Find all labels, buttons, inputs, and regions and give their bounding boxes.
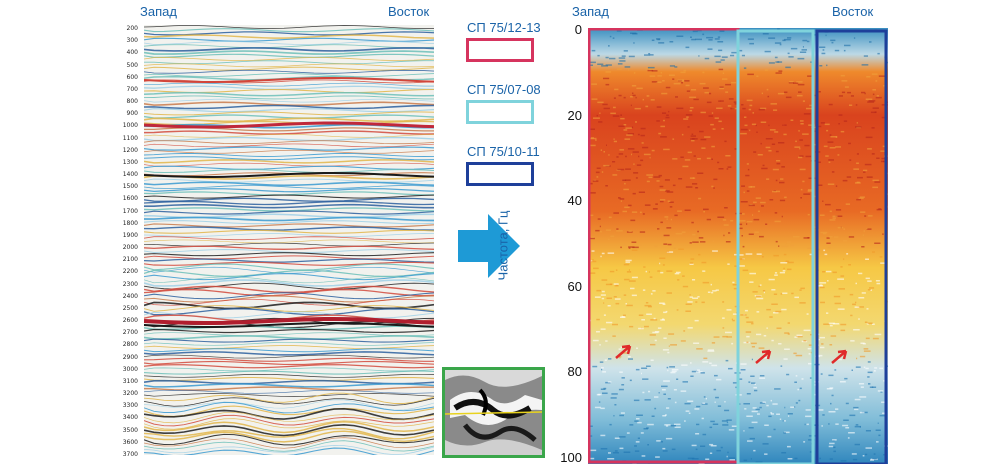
time-tick: 400	[126, 49, 138, 57]
legend-swatch	[466, 100, 534, 124]
right-east-label: Восток	[832, 4, 874, 19]
time-tick: 1900	[122, 231, 138, 239]
time-tick: 300	[126, 37, 138, 45]
legend-label: СП 75/10-11	[467, 144, 540, 159]
frequency-axis-label: Частота, Гц	[495, 210, 511, 281]
spectrogram	[588, 28, 888, 464]
time-tick: 1100	[122, 134, 138, 142]
frequency-tick: 100	[560, 450, 582, 465]
time-tick: 2200	[122, 268, 138, 276]
time-tick: 3600	[122, 438, 138, 446]
time-tick: 3100	[122, 377, 138, 385]
legend-label: СП 75/07-08	[467, 82, 541, 97]
legend-swatch	[466, 38, 534, 62]
time-tick: 2300	[122, 280, 138, 288]
frequency-tick: 80	[567, 364, 582, 380]
time-tick: 1300	[122, 158, 138, 166]
time-tick: 800	[126, 98, 138, 106]
time-tick: 200	[126, 25, 138, 32]
transform-arrow-icon	[458, 214, 520, 278]
time-tick: 700	[126, 85, 138, 93]
time-tick: 1600	[122, 195, 138, 203]
time-tick: 2500	[122, 304, 138, 312]
time-tick: 2600	[122, 317, 138, 325]
time-tick: 3000	[122, 365, 138, 373]
spectrogram-image	[588, 28, 888, 464]
time-tick: 2100	[122, 256, 138, 264]
right-west-label: Запад	[572, 4, 609, 19]
time-tick: 2700	[122, 329, 138, 337]
time-tick: 1800	[122, 219, 138, 227]
frequency-tick: 20	[567, 107, 582, 123]
frequency-tick: 0	[574, 22, 582, 37]
time-tick: 3300	[122, 402, 138, 410]
time-tick: 1200	[122, 146, 138, 154]
time-tick: 1500	[122, 183, 138, 191]
time-axis: 200 300 400 500 600 700 800 900 1000 1100 1200 1300…	[108, 25, 142, 458]
time-tick: 1700	[122, 207, 138, 215]
seismic-image	[144, 25, 434, 455]
time-tick: 3200	[122, 390, 138, 398]
inset-map-image	[445, 370, 542, 455]
time-tick: 2000	[122, 244, 138, 252]
seismic-section	[144, 25, 434, 455]
time-tick: 1000	[122, 122, 138, 130]
time-tick: 2400	[122, 292, 138, 300]
time-tick: 3500	[122, 426, 138, 434]
left-east-label: Восток	[388, 4, 430, 19]
legend-swatch	[466, 162, 534, 186]
time-tick: 2900	[122, 353, 138, 361]
time-tick: 600	[126, 73, 138, 81]
time-tick: 1400	[122, 171, 138, 179]
time-tick: 900	[126, 110, 138, 118]
inset-map	[442, 367, 545, 458]
time-tick: 500	[126, 61, 138, 69]
frequency-tick: 60	[567, 278, 582, 294]
frequency-tick: 40	[567, 193, 582, 209]
legend-label: СП 75/12-13	[467, 20, 541, 35]
left-west-label: Запад	[140, 4, 177, 19]
time-tick: 3400	[122, 414, 138, 422]
time-tick: 2800	[122, 341, 138, 349]
time-tick: 3700	[122, 451, 138, 458]
